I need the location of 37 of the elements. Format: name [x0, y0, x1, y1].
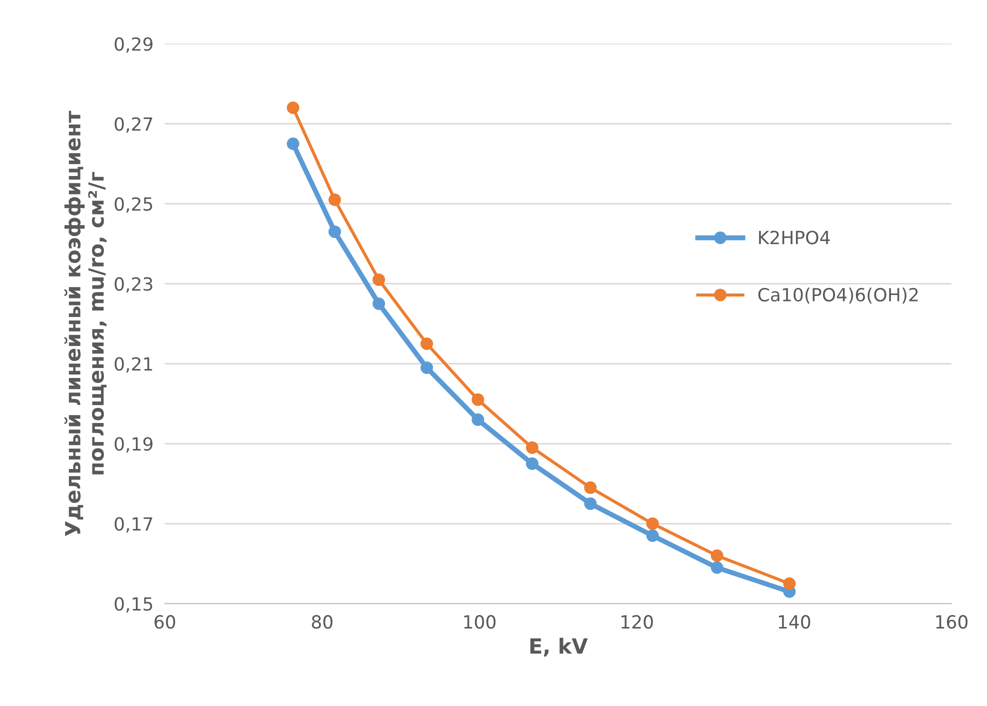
y-tick-label: 0,21: [114, 357, 152, 373]
point: [328, 225, 341, 238]
y-tick-label: 0,17: [114, 517, 152, 533]
x-tick-label: 100: [464, 615, 496, 629]
x-tick-label: 80: [312, 615, 332, 629]
x-tick-label: 60: [154, 615, 176, 629]
point: [710, 549, 724, 562]
point: [526, 457, 538, 470]
legend-label: K2HPO4: [759, 230, 830, 244]
point: [372, 297, 386, 310]
point: [472, 393, 484, 406]
point: [584, 497, 597, 510]
point: [328, 193, 341, 206]
x-tick-label: 140: [778, 615, 810, 629]
legend-label: Ca10(PO4)6(OH)2: [758, 288, 918, 304]
y-tick-label: 0,19: [114, 437, 152, 453]
y-tick-label: 0,27: [114, 117, 152, 133]
x-axis-title: E, kV: [530, 638, 588, 657]
point: [783, 577, 796, 590]
point: [526, 441, 538, 454]
point: [646, 529, 659, 542]
point: [584, 481, 597, 494]
point: [372, 273, 386, 286]
y-tick-label: 0,15: [114, 597, 152, 613]
point: [420, 361, 434, 374]
point: [420, 337, 434, 350]
y-tick-label: 0,25: [114, 197, 152, 213]
point: [472, 413, 484, 426]
point: [286, 102, 300, 114]
x-tick-label: 120: [622, 615, 653, 629]
y-tick-label: 0,29: [114, 37, 152, 53]
y-tick-label: 0,23: [114, 277, 152, 293]
y-axis-title: Удельный линейный коэффициент поглощения, mu/ro, см²/г: [64, 110, 107, 536]
point: [646, 517, 659, 530]
point: [710, 561, 724, 574]
point: [286, 137, 300, 150]
x-tick-label: 160: [936, 615, 968, 629]
